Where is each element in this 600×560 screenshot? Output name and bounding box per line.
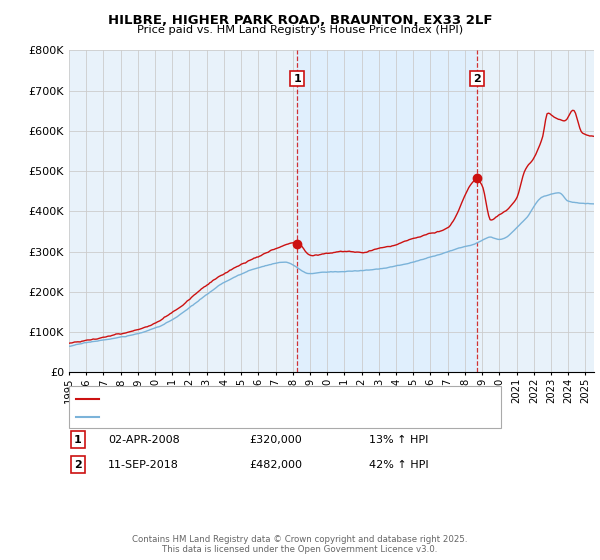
Text: 13% ↑ HPI: 13% ↑ HPI <box>369 435 428 445</box>
Text: HILBRE, HIGHER PARK ROAD, BRAUNTON, EX33 2LF (detached house): HILBRE, HIGHER PARK ROAD, BRAUNTON, EX33… <box>102 394 450 404</box>
Text: 02-APR-2008: 02-APR-2008 <box>108 435 180 445</box>
Text: £482,000: £482,000 <box>249 460 302 470</box>
Text: HILBRE, HIGHER PARK ROAD, BRAUNTON, EX33 2LF: HILBRE, HIGHER PARK ROAD, BRAUNTON, EX33… <box>108 14 492 27</box>
Text: Price paid vs. HM Land Registry's House Price Index (HPI): Price paid vs. HM Land Registry's House … <box>137 25 463 35</box>
Text: 1: 1 <box>74 435 82 445</box>
Text: Contains HM Land Registry data © Crown copyright and database right 2025.
This d: Contains HM Land Registry data © Crown c… <box>132 535 468 554</box>
Text: 11-SEP-2018: 11-SEP-2018 <box>108 460 179 470</box>
Text: 2: 2 <box>74 460 82 470</box>
Text: 2: 2 <box>473 73 481 83</box>
Text: 1: 1 <box>293 73 301 83</box>
Text: £320,000: £320,000 <box>249 435 302 445</box>
Text: 42% ↑ HPI: 42% ↑ HPI <box>369 460 428 470</box>
Text: HPI: Average price, detached house, North Devon: HPI: Average price, detached house, Nort… <box>102 412 349 422</box>
Bar <box>297 50 477 372</box>
